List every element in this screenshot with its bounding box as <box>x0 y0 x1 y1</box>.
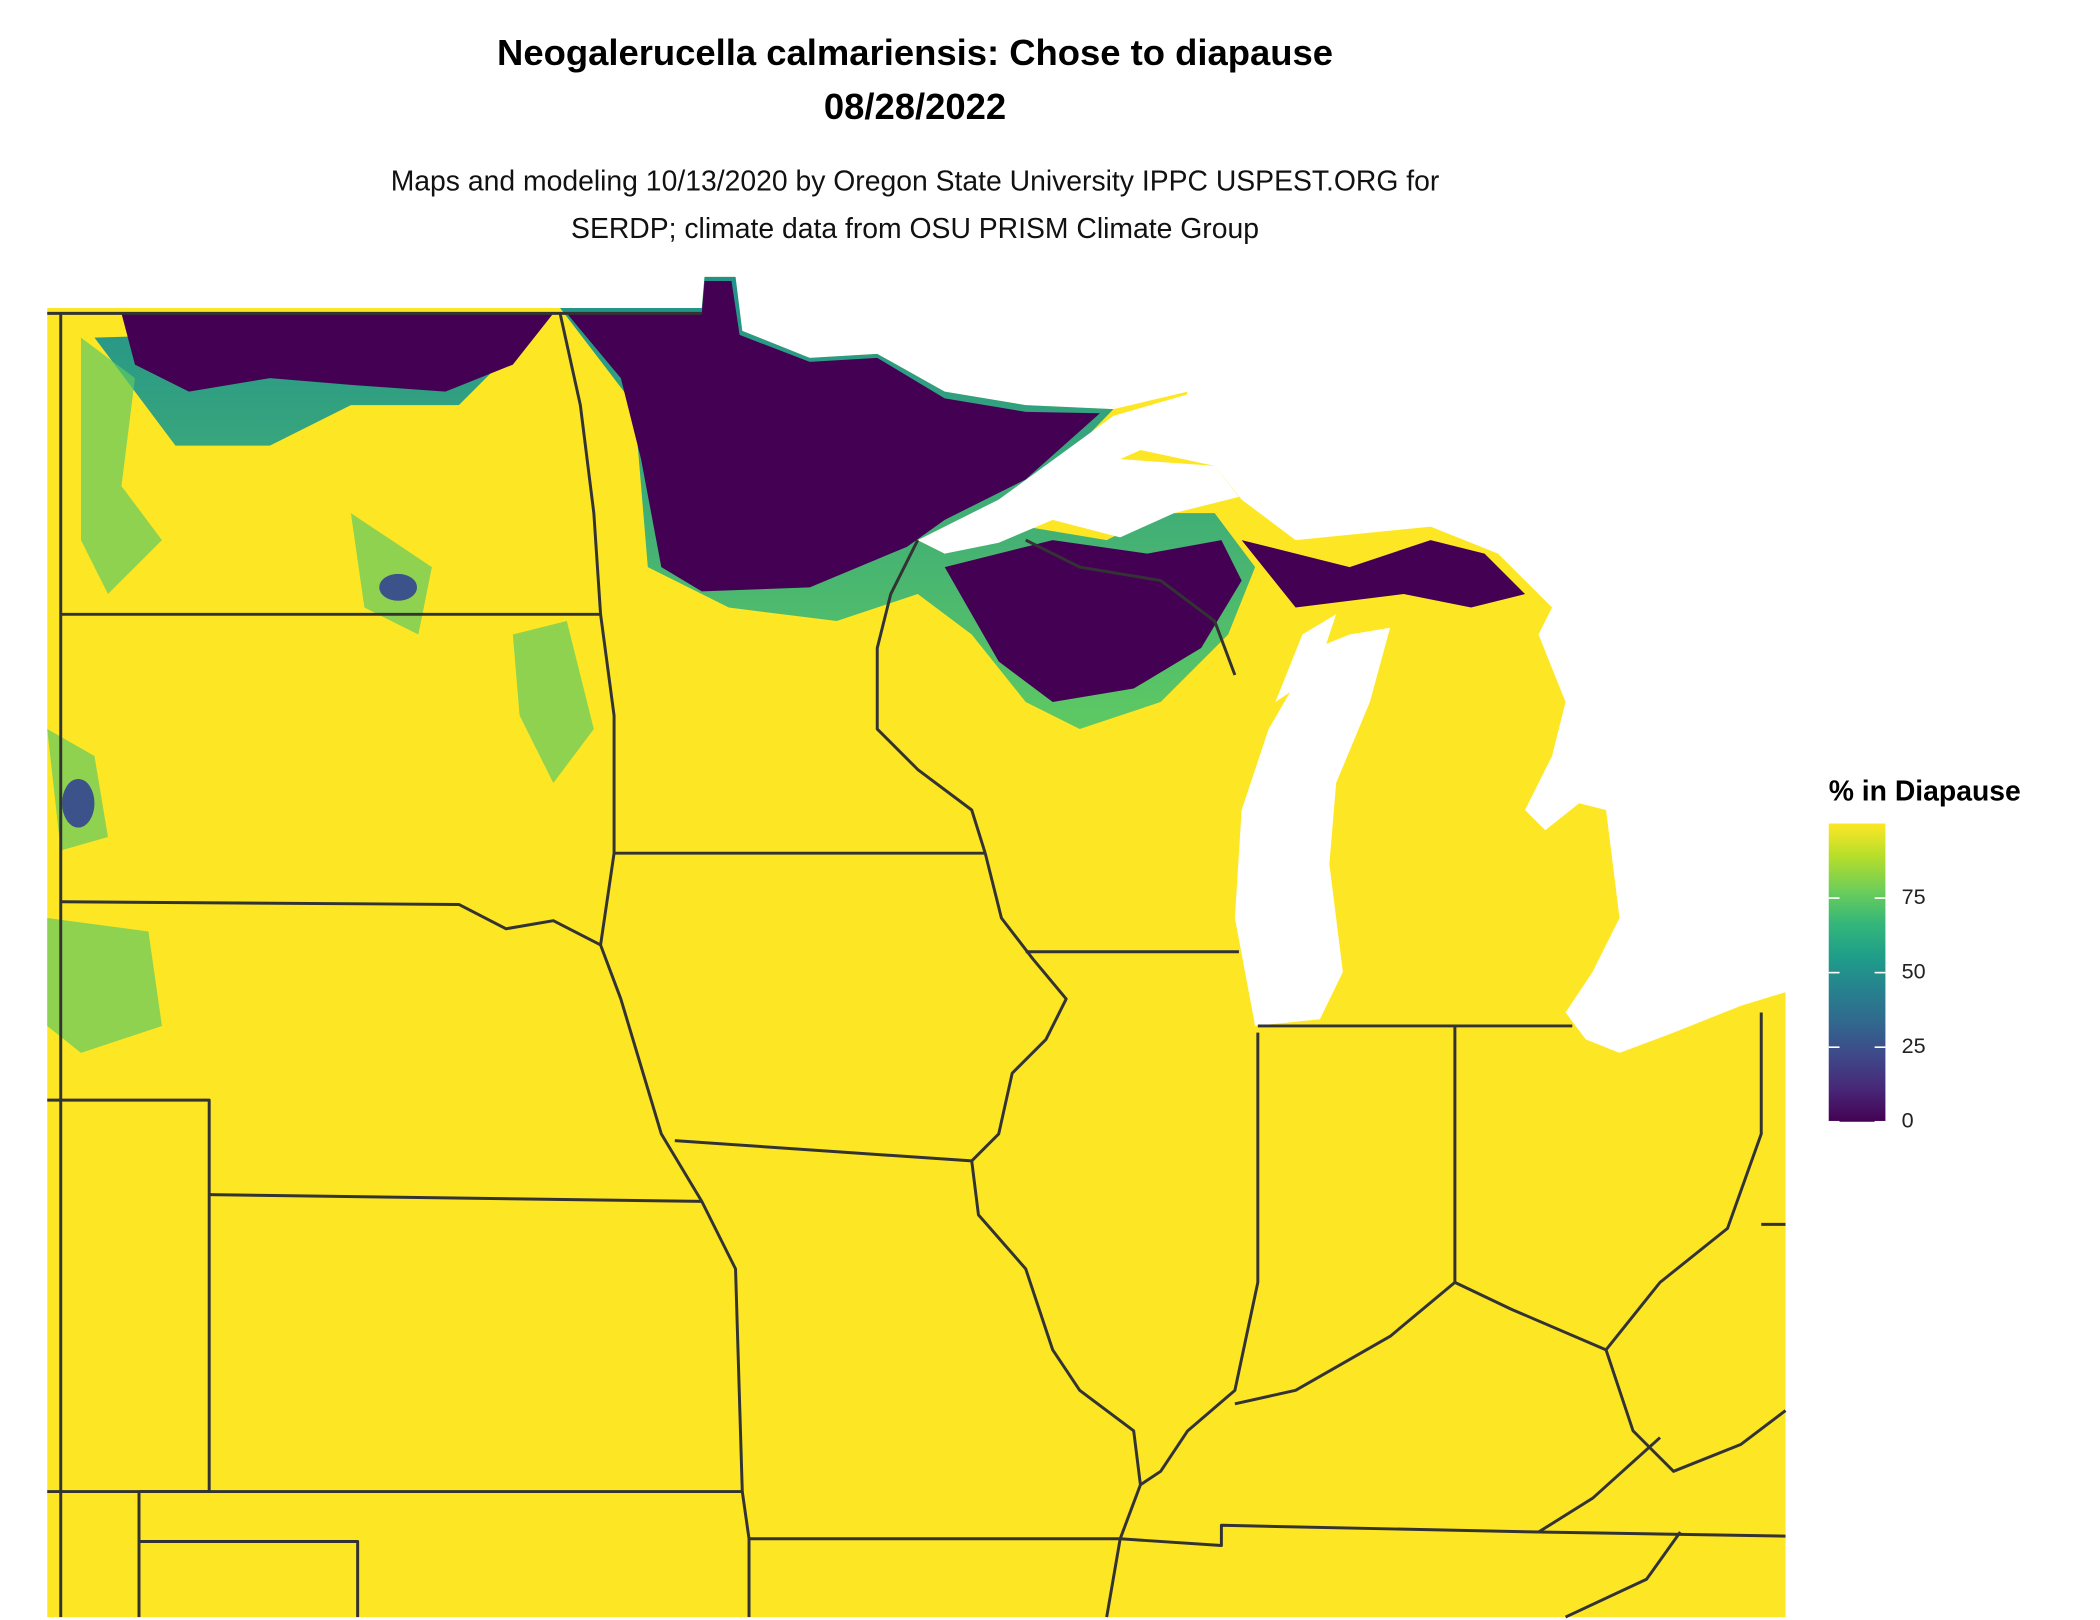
state-borders <box>47 311 1787 1619</box>
date: 08/28/2022 <box>824 86 1006 127</box>
title: Neogalerucella calmariensis: Chose to di… <box>497 32 1333 73</box>
lake <box>1234 627 1391 1026</box>
subtitle-line: Maps and modeling 10/13/2020 by Oregon S… <box>391 166 1440 198</box>
low-zone <box>121 280 1526 703</box>
tick-label: 75 <box>1902 884 1926 909</box>
map <box>47 276 1787 1619</box>
tick-label: 50 <box>1902 958 1926 983</box>
fringe-patch <box>47 337 594 1053</box>
low-spot <box>62 778 95 828</box>
lake <box>917 394 1239 554</box>
legend: % in Diapause 0 25 50 75 <box>1828 776 2021 1132</box>
subtitle-line: SERDP; climate data from OSU PRISM Clima… <box>571 213 1259 245</box>
lake <box>1275 614 1337 703</box>
tick-label: 25 <box>1902 1033 1926 1058</box>
tick-label: 0 <box>1902 1107 1914 1132</box>
low-spot <box>379 573 418 601</box>
land <box>47 276 1786 1618</box>
legend-title: % in Diapause <box>1829 776 2021 808</box>
